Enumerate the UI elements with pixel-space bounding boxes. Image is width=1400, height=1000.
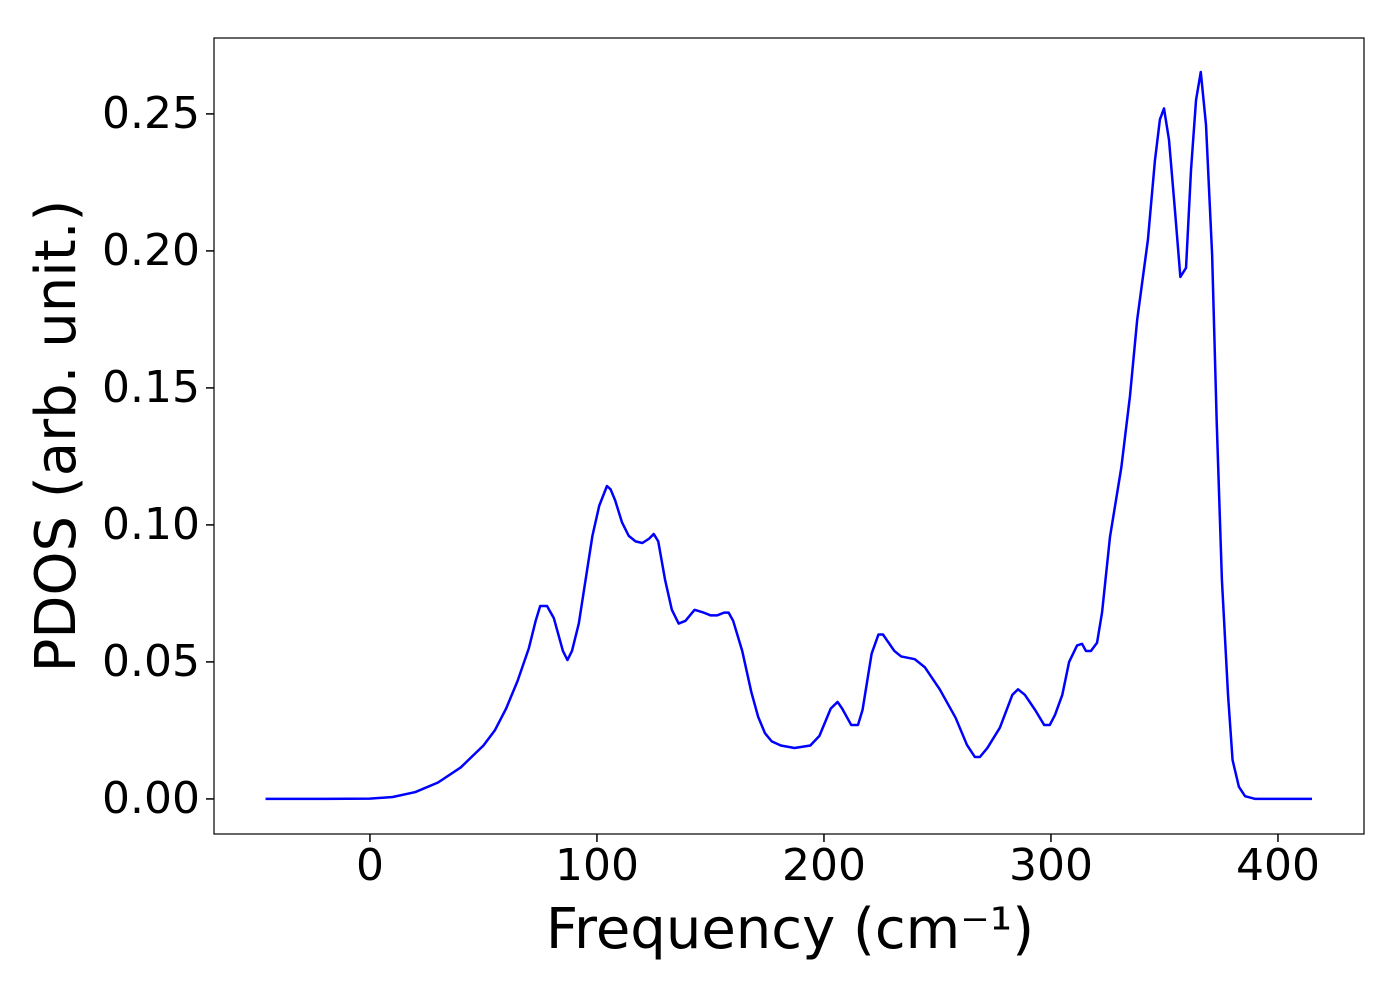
x-tick-label: 0: [356, 840, 384, 891]
y-tick-label: 0.25: [102, 88, 200, 139]
x-tick-label: 300: [1009, 840, 1093, 891]
y-axis-label: PDOS (arb. unit.): [24, 200, 89, 673]
y-tick-label: 0.20: [102, 225, 200, 276]
x-tick-label: 400: [1236, 840, 1320, 891]
x-tick-label: 200: [782, 840, 866, 891]
y-tick-label: 0.10: [102, 499, 200, 550]
plot-frame: [213, 37, 1365, 835]
x-tick-label: 100: [555, 840, 639, 891]
y-tick-label: 0.05: [102, 636, 200, 687]
x-axis-label: Frequency (cm⁻¹): [546, 897, 1034, 962]
data-line: [265, 70, 1313, 801]
y-tick-label: 0.15: [102, 362, 200, 413]
y-tick-label: 0.00: [102, 773, 200, 824]
